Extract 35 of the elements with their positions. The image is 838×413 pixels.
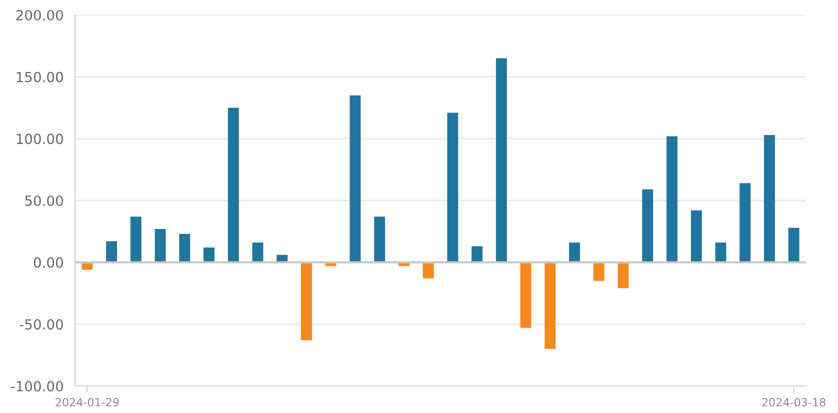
bar — [374, 216, 386, 262]
bar — [228, 108, 239, 262]
bar — [690, 210, 702, 262]
bar — [544, 262, 556, 349]
y-tick-label: 0.00 — [34, 257, 63, 268]
bar — [301, 262, 312, 340]
bar — [106, 241, 118, 262]
bar — [472, 246, 483, 262]
bar — [715, 242, 726, 262]
bar — [447, 112, 458, 262]
bar — [154, 228, 166, 262]
bar — [520, 262, 532, 328]
bar — [593, 262, 604, 281]
bar — [179, 234, 190, 262]
bar — [788, 228, 800, 262]
y-tick-label: 200.00 — [16, 10, 63, 20]
bar — [642, 189, 654, 262]
x-tick-label: 2024-01-29 — [56, 398, 119, 406]
bar — [252, 242, 264, 262]
y-tick-label: 50.00 — [25, 195, 63, 206]
bar — [666, 136, 678, 262]
bar — [204, 247, 214, 262]
bar — [764, 134, 775, 262]
bar — [569, 242, 580, 262]
bar — [618, 262, 629, 288]
bar — [350, 95, 361, 262]
bar — [496, 58, 507, 262]
bar — [422, 262, 434, 278]
y-tick-label: 100.00 — [16, 134, 63, 144]
y-tick-label: -100.00 — [10, 380, 63, 392]
bar — [130, 216, 142, 262]
y-tick-label: -50.00 — [20, 319, 63, 330]
y-tick-label: 150.00 — [16, 72, 63, 82]
bar — [740, 183, 751, 262]
x-tick-label: 2024-03-18 — [762, 398, 826, 406]
